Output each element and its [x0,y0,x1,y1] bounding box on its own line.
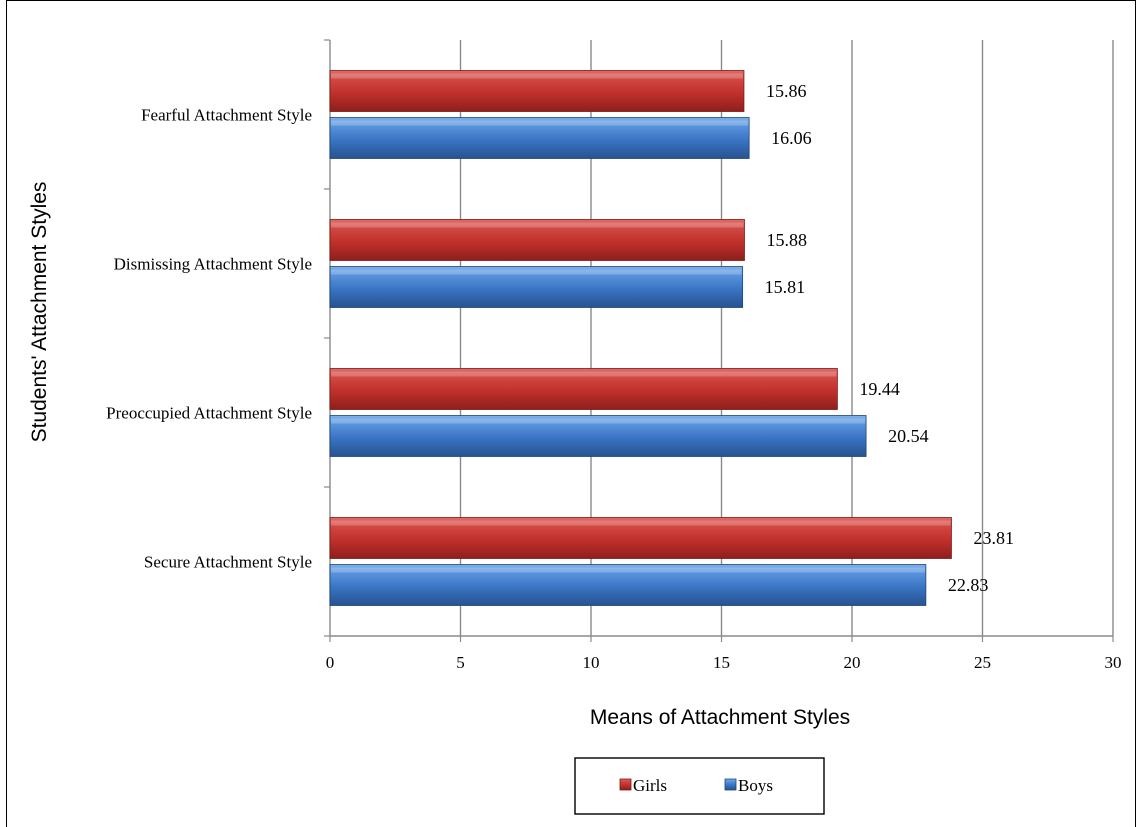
bar-highlight-boys-fearful-attachment-style [331,120,749,126]
bar-boys-fearful-attachment-style [329,117,750,159]
bar-girls-dismissing-attachment-style [329,219,745,261]
tick-label-x-10: 10 [583,653,600,672]
legend-label-boys: Boys [738,776,773,795]
data-label-boys-fearful-attachment-style: 16.06 [771,128,812,148]
y-axis-title: Students' Attachment Styles [28,182,51,443]
data-labels: 23.81 22.83 19.44 20.54 15.88 15.81 15.86 16.06 [765,81,1014,595]
bar-boys-dismissing-attachment-style [329,266,744,308]
legend-box [574,757,825,815]
legend: Girls Boys [574,757,825,815]
data-label-girls-secure-attachment-style: 23.81 [973,528,1014,548]
bar-highlight-boys-secure-attachment-style [331,567,925,573]
bar-girls-fearful-attachment-style [329,70,745,112]
bar-boys-secure-attachment-style [329,564,927,606]
category-label-fearful-attachment-style: Fearful Attachment Style [141,106,312,125]
category-label-dismissing-attachment-style: Dismissing Attachment Style [114,255,312,274]
data-label-girls-fearful-attachment-style: 15.86 [766,81,807,101]
bar-highlight-boys-preoccupied-attachment-style [331,418,866,424]
axis-text: 0 5 10 15 20 25 30 Secure Attachment Style Preoc… [28,106,1122,730]
tick-label-x-15: 15 [713,653,730,672]
bars [329,70,952,606]
bar-girls-preoccupied-attachment-style [329,368,838,410]
bar-highlight-girls-preoccupied-attachment-style [331,371,837,377]
category-label-secure-attachment-style: Secure Attachment Style [144,553,312,572]
data-label-girls-preoccupied-attachment-style: 19.44 [859,379,900,399]
bar-highlight-boys-dismissing-attachment-style [331,269,742,275]
tick-label-x-25: 25 [974,653,991,672]
data-label-boys-secure-attachment-style: 22.83 [948,575,989,595]
x-axis-title: Means of Attachment Styles [590,706,850,729]
data-label-boys-dismissing-attachment-style: 15.81 [765,277,806,297]
legend-swatch-boys [724,778,737,791]
bar-highlight-girls-dismissing-attachment-style [331,222,744,228]
category-label-preoccupied-attachment-style: Preoccupied Attachment Style [106,404,312,423]
tick-label-x-30: 30 [1105,653,1122,672]
legend-swatch-girls [619,778,632,791]
bar-highlight-girls-fearful-attachment-style [331,73,743,79]
bar-highlight-girls-secure-attachment-style [331,520,951,526]
bar-boys-preoccupied-attachment-style [329,415,867,457]
bar-girls-secure-attachment-style [329,517,952,559]
data-label-girls-dismissing-attachment-style: 15.88 [766,230,807,250]
tick-label-x-20: 20 [844,653,861,672]
tick-label-x-5: 5 [456,653,465,672]
legend-label-girls: Girls [633,776,667,795]
data-label-boys-preoccupied-attachment-style: 20.54 [888,426,929,446]
tick-label-x-0: 0 [326,653,335,672]
